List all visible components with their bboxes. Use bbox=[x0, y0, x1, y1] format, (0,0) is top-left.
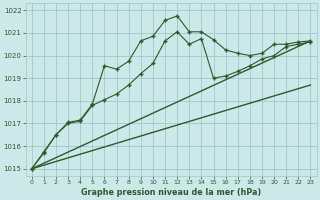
X-axis label: Graphe pression niveau de la mer (hPa): Graphe pression niveau de la mer (hPa) bbox=[81, 188, 261, 197]
